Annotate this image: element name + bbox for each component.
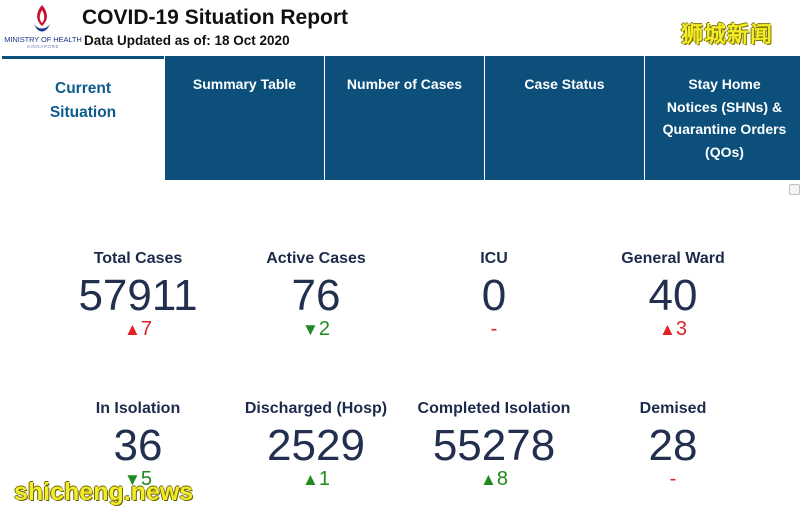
stat-delta-value: 8: [496, 468, 508, 490]
stat-value: 76: [291, 271, 341, 320]
stat-card: General Ward 40 ▲3: [583, 250, 763, 341]
nav-tabs: Current Situation Summary Table Number o…: [2, 56, 800, 180]
stat-label: Total Cases: [93, 250, 183, 267]
tab-summary-table[interactable]: Summary Table: [164, 56, 324, 180]
stat-delta: ▲7: [48, 318, 228, 341]
triangle-up-icon: ▲: [302, 470, 319, 489]
stat-card: Demised 28-: [583, 400, 763, 490]
stat-label: ICU: [480, 250, 508, 267]
stat-value: 36: [113, 421, 163, 470]
triangle-down-icon: ▼: [124, 470, 141, 489]
tab-label: Summary Table: [192, 76, 297, 92]
report-header: MINISTRY OF HEALTH SINGAPORE COVID-19 Si…: [0, 0, 800, 56]
moh-emblem-icon: [34, 5, 50, 32]
stat-delta: -: [404, 318, 584, 340]
tab-label: Current Situation: [49, 80, 117, 121]
stat-delta-value: 5: [140, 468, 152, 490]
logo-text: MINISTRY OF HEALTH: [4, 35, 82, 44]
stat-delta: ▼5: [48, 468, 228, 491]
triangle-up-icon: ▲: [659, 320, 676, 339]
stat-value: 55278: [432, 421, 556, 470]
stat-value: 28: [648, 421, 698, 470]
tab-label: Case Status: [524, 76, 605, 92]
triangle-up-icon: ▲: [124, 320, 141, 339]
stat-delta-value: -: [490, 318, 498, 340]
stat-delta: ▲3: [583, 318, 763, 341]
stat-delta-value: 7: [140, 318, 152, 340]
moh-logo[interactable]: MINISTRY OF HEALTH SINGAPORE: [2, 2, 82, 54]
stat-delta-value: 3: [675, 318, 687, 340]
stat-card: Total Cases 57911 ▲7: [48, 250, 228, 341]
stat-label: Discharged (Hosp): [244, 400, 388, 417]
tab-shn-qo[interactable]: Stay Home Notices (SHNs) & Quarantine Or…: [644, 56, 800, 180]
tab-number-of-cases[interactable]: Number of Cases: [324, 56, 484, 180]
stat-label: Completed Isolation: [417, 400, 571, 417]
stat-value: 57911: [78, 271, 198, 320]
stat-label: Active Cases: [266, 250, 366, 267]
stat-card: In Isolation 36 ▼5: [48, 400, 228, 491]
stat-delta-value: 1: [318, 468, 330, 490]
triangle-up-icon: ▲: [480, 470, 497, 489]
stat-delta-value: 2: [318, 318, 330, 340]
watermark-bottom: shicheng.news: [14, 478, 194, 506]
stat-card: Completed Isolation 55278 ▲8: [404, 400, 584, 491]
stat-value: 2529: [267, 421, 365, 470]
page-title: COVID-19 Situation Report: [82, 6, 349, 29]
tab-case-status[interactable]: Case Status: [484, 56, 644, 180]
expand-icon[interactable]: [789, 184, 800, 195]
stat-delta: ▲8: [404, 468, 584, 491]
stat-delta: ▼2: [226, 318, 406, 341]
stat-card: Active Cases 76 ▼2: [226, 250, 406, 341]
tab-label: Stay Home Notices (SHNs) & Quarantine Or…: [662, 76, 787, 160]
stat-value: 40: [648, 271, 698, 320]
tab-label: Number of Cases: [346, 76, 463, 92]
stat-value: 0: [481, 271, 507, 320]
stat-card: ICU 0-: [404, 250, 584, 340]
logo-subtext: SINGAPORE: [26, 44, 60, 49]
tab-current-situation[interactable]: Current Situation: [2, 56, 164, 180]
stat-delta-value: -: [669, 468, 677, 490]
stat-delta: ▲1: [226, 468, 406, 491]
watermark-top: 狮城新闻: [681, 22, 774, 47]
stat-label: Demised: [639, 400, 707, 417]
triangle-down-icon: ▼: [302, 320, 319, 339]
stat-label: In Isolation: [95, 400, 181, 417]
stat-card: Discharged (Hosp) 2529 ▲1: [226, 400, 406, 491]
stat-label: General Ward: [621, 250, 725, 267]
stat-delta: -: [583, 468, 763, 490]
data-updated-text: Data Updated as of: 18 Oct 2020: [84, 33, 290, 48]
